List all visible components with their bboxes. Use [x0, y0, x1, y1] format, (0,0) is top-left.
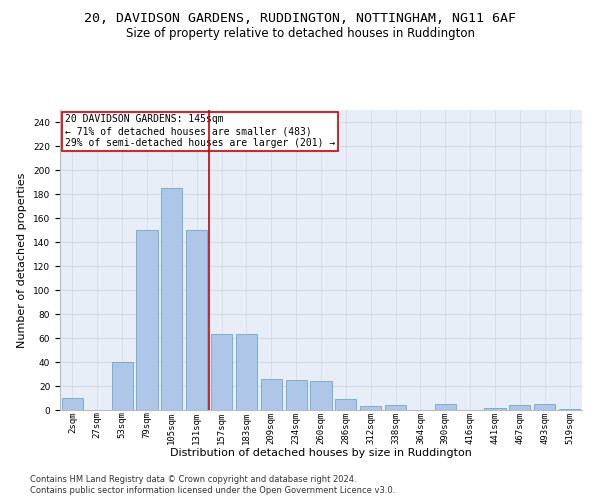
Bar — [136, 230, 158, 410]
Bar — [335, 399, 356, 410]
Y-axis label: Number of detached properties: Number of detached properties — [17, 172, 28, 348]
Text: Contains HM Land Registry data © Crown copyright and database right 2024.: Contains HM Land Registry data © Crown c… — [30, 475, 356, 484]
Bar — [509, 405, 530, 410]
Bar — [62, 398, 83, 410]
Text: 20, DAVIDSON GARDENS, RUDDINGTON, NOTTINGHAM, NG11 6AF: 20, DAVIDSON GARDENS, RUDDINGTON, NOTTIN… — [84, 12, 516, 26]
Bar — [112, 362, 133, 410]
Bar — [534, 404, 555, 410]
Bar — [435, 404, 456, 410]
Bar — [286, 380, 307, 410]
Bar — [310, 381, 332, 410]
Bar — [236, 334, 257, 410]
Text: Contains public sector information licensed under the Open Government Licence v3: Contains public sector information licen… — [30, 486, 395, 495]
Bar — [186, 230, 207, 410]
Text: Distribution of detached houses by size in Ruddington: Distribution of detached houses by size … — [170, 448, 472, 458]
Text: 20 DAVIDSON GARDENS: 145sqm
← 71% of detached houses are smaller (483)
29% of se: 20 DAVIDSON GARDENS: 145sqm ← 71% of det… — [65, 114, 335, 148]
Text: Size of property relative to detached houses in Ruddington: Size of property relative to detached ho… — [125, 28, 475, 40]
Bar — [385, 405, 406, 410]
Bar — [161, 188, 182, 410]
Bar — [360, 406, 381, 410]
Bar — [559, 409, 580, 410]
Bar — [211, 334, 232, 410]
Bar — [484, 408, 506, 410]
Bar — [261, 379, 282, 410]
